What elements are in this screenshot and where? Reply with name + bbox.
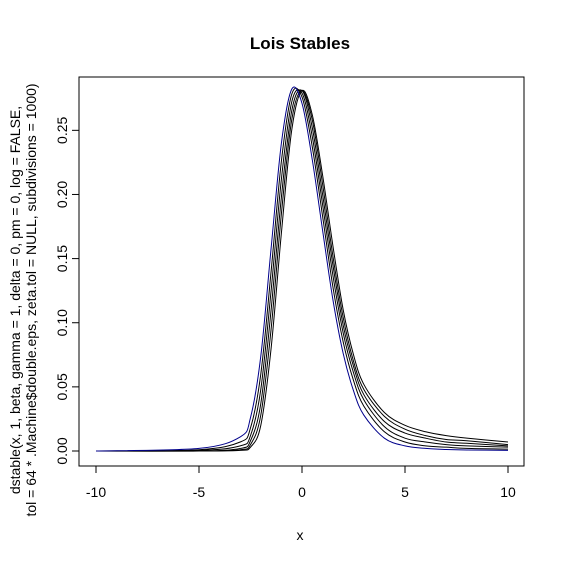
x-axis-label: x [297, 527, 304, 543]
x-tick-label: -10 [86, 484, 106, 500]
y-axis-label-line-2: tol = 64 * .Machine$double.eps, zeta.tol… [23, 83, 39, 516]
curves-group [95, 86, 509, 452]
series-line-6 [95, 86, 509, 452]
y-tick-label: 0.20 [54, 181, 70, 208]
y-tick-label: 0.00 [54, 437, 70, 464]
y-tick-label: 0.10 [54, 309, 70, 336]
series-line-4 [95, 89, 509, 452]
series-line-2 [95, 90, 509, 452]
y-axis: 0.00 0.05 0.10 0.15 0.20 0.25 [54, 116, 80, 465]
plot-frame [78, 76, 525, 467]
y-tick-label: 0.05 [54, 373, 70, 400]
x-tick-label: 0 [298, 484, 306, 500]
y-axis-label: dstable(x, 1, beta, gamma = 1, delta = 0… [7, 83, 39, 516]
x-tick-label: -5 [193, 484, 206, 500]
series-line-3 [95, 89, 509, 452]
series-line-1 [95, 89, 509, 452]
y-axis-label-line-1: dstable(x, 1, beta, gamma = 1, delta = 0… [7, 106, 23, 494]
series-line-5 [95, 87, 509, 452]
x-tick-label: 10 [500, 484, 516, 500]
chart-title: Lois Stables [250, 34, 350, 53]
y-tick-label: 0.15 [54, 245, 70, 272]
x-axis: -10 -5 0 5 10 [86, 465, 516, 500]
y-tick-label: 0.25 [54, 116, 70, 143]
x-tick-label: 5 [401, 484, 409, 500]
